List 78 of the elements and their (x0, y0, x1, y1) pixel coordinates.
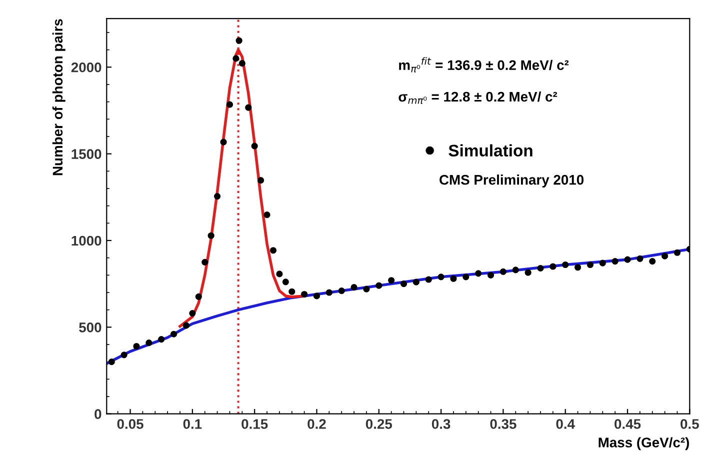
point (586, 261, 594, 268)
x-tick-label: 0.35 (490, 419, 516, 429)
x-tick-label: 0.5 (680, 419, 699, 429)
point (232, 55, 240, 62)
y-tick-label: 1500 (72, 149, 102, 159)
x-tick-label: 0.15 (242, 419, 268, 429)
point (612, 258, 618, 265)
point (550, 263, 556, 270)
point (146, 339, 152, 346)
point (438, 274, 444, 280)
legend-label: Simulation (448, 144, 532, 157)
y-tick-label: 2000 (71, 62, 102, 72)
point (636, 255, 644, 262)
point (245, 104, 252, 111)
point (350, 284, 358, 291)
point (400, 280, 408, 288)
point (195, 293, 202, 300)
y-tick-label: 1000 (72, 236, 102, 246)
point (674, 249, 681, 256)
point (338, 287, 345, 294)
y-tick-label: 0 (94, 409, 102, 420)
point (475, 270, 482, 277)
y-axis-title: Number of photon pairs (52, 19, 66, 176)
annotation: CMS Preliminary 2010 (440, 174, 584, 188)
x-tick-label: 0.25 (366, 419, 392, 429)
point (313, 292, 320, 300)
point (412, 278, 420, 286)
point (537, 264, 544, 272)
point (388, 277, 395, 284)
point (108, 358, 115, 366)
point (450, 275, 457, 282)
point (258, 177, 264, 184)
point (236, 37, 242, 44)
point (599, 260, 606, 266)
point (264, 212, 270, 218)
point (251, 142, 258, 150)
point (301, 290, 308, 298)
point (562, 261, 569, 268)
point (512, 266, 519, 274)
annotation: σ$_{mπ⁰}$ = 12.8 ± 0.2 MeV/ c² (398, 91, 558, 104)
point (624, 256, 631, 263)
point (425, 276, 432, 283)
point (376, 282, 382, 289)
point (662, 252, 668, 260)
point (500, 268, 506, 275)
x-axis-title: Mass (GeV/c²) (598, 437, 689, 450)
point (208, 232, 214, 239)
point (524, 269, 532, 276)
x-tick-label: 0.05 (117, 419, 144, 429)
point (270, 247, 277, 254)
point (226, 101, 234, 108)
x-tick-label: 0.4 (556, 419, 575, 429)
point (220, 138, 227, 146)
point (363, 286, 370, 292)
point (133, 342, 140, 350)
x-tick-label: 0.1 (183, 419, 202, 429)
point (326, 289, 332, 296)
point (282, 278, 289, 286)
x-tick-label: 0.3 (432, 419, 450, 429)
point (288, 288, 296, 295)
point (214, 192, 221, 200)
point (238, 60, 246, 67)
point (189, 310, 196, 317)
x-tick-label: 0.45 (614, 419, 641, 429)
y-tick-label: 500 (79, 322, 102, 332)
point (462, 274, 470, 280)
point (158, 336, 165, 343)
point (170, 330, 178, 338)
annotation: m$_{π⁰}$$^{fit}$ = 136.9 ± 0.2 MeV/ c² (399, 57, 569, 72)
point (276, 270, 283, 278)
point (182, 322, 190, 329)
line-series (106, 248, 690, 365)
point (649, 258, 656, 265)
point (487, 272, 494, 278)
point (120, 352, 128, 358)
x-tick-label: 0.2 (308, 419, 326, 429)
point (202, 258, 208, 266)
point (574, 264, 582, 271)
